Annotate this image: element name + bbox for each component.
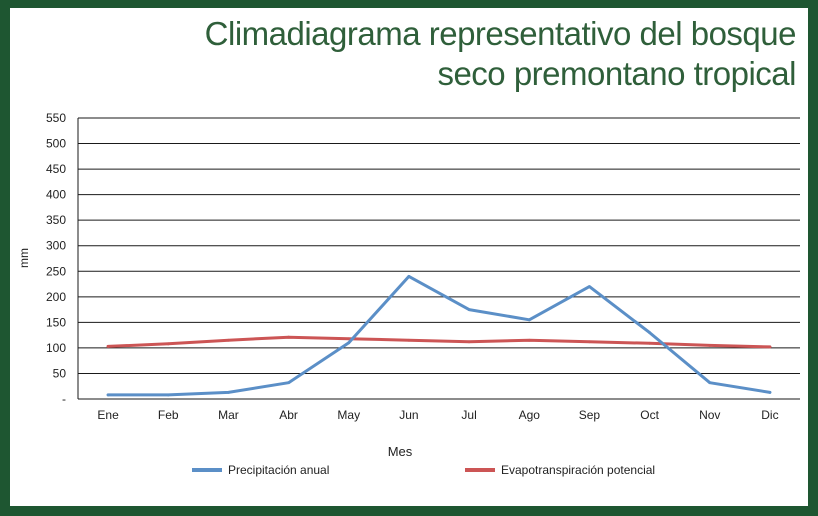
x-tick-label: Dic (761, 408, 778, 422)
line-chart: - 50 100 150 200 250 300 350 400 450 500 550 Ene Feb… (17, 111, 800, 477)
x-tick-labels: Ene Feb Mar Abr May Jun Jul Ago Sep Oct Nov Dic (97, 408, 778, 422)
data-point (588, 340, 591, 344)
x-tick-label: Jul (461, 408, 476, 422)
x-tick-label: Oct (640, 408, 659, 422)
chart-panel: Climadiagrama representativo del bosque … (10, 8, 808, 506)
y-tick-label: 200 (46, 290, 66, 304)
data-point (527, 338, 531, 342)
data-point (407, 274, 411, 278)
x-tick-label: May (337, 408, 360, 422)
data-point (708, 381, 712, 385)
data-point (648, 341, 651, 345)
data-point (347, 341, 351, 345)
x-tick-label: Feb (158, 408, 179, 422)
data-point (227, 390, 230, 394)
x-tick-label: Sep (579, 408, 601, 422)
y-tick-label: 300 (46, 239, 66, 253)
y-tick-label: 550 (46, 111, 66, 125)
grid-lines (77, 117, 800, 400)
x-tick-label: Jun (399, 408, 418, 422)
y-tick-label: 150 (46, 315, 66, 329)
data-point (347, 337, 351, 341)
chart-title: Climadiagrama representativo del bosque … (204, 15, 797, 92)
data-point (648, 331, 651, 334)
data-point (467, 308, 471, 311)
series-lines (106, 274, 772, 397)
data-point (166, 393, 170, 397)
data-point (166, 342, 170, 346)
y-tick-label: 250 (46, 264, 66, 278)
data-point (287, 335, 290, 339)
x-tick-label: Ago (519, 408, 541, 422)
y-tick-label: 350 (46, 213, 66, 227)
data-point (227, 338, 230, 342)
series-line-0 (106, 274, 772, 397)
data-point (467, 340, 471, 344)
y-axis-label: mm (17, 248, 31, 268)
y-tick-label: 450 (46, 162, 66, 176)
y-tick-label: - (62, 392, 66, 406)
series-line-1 (106, 335, 772, 349)
legend-label: Precipitación anual (228, 463, 329, 477)
data-point (527, 318, 531, 322)
y-tick-label: 500 (46, 137, 66, 151)
data-point (708, 343, 712, 347)
y-tick-label: 100 (46, 341, 66, 355)
data-point (768, 345, 772, 349)
data-point (768, 390, 772, 394)
x-tick-label: Ene (97, 408, 119, 422)
legend-label: Evapotranspiración potencial (501, 463, 655, 477)
x-tick-label: Nov (699, 408, 720, 422)
x-axis-label: Mes (388, 444, 413, 459)
x-tick-label: Mar (218, 408, 239, 422)
x-tick-label: Abr (279, 408, 298, 422)
legend: Precipitación anual Evapotranspiración po… (192, 463, 655, 477)
data-point (588, 285, 591, 288)
y-tick-labels: - 50 100 150 200 250 300 350 400 450 500 550 (46, 111, 66, 406)
data-point (407, 338, 411, 342)
data-point (106, 393, 110, 397)
y-tick-label: 400 (46, 188, 66, 202)
data-point (106, 344, 110, 348)
data-point (287, 381, 290, 385)
y-tick-label: 50 (53, 366, 67, 380)
